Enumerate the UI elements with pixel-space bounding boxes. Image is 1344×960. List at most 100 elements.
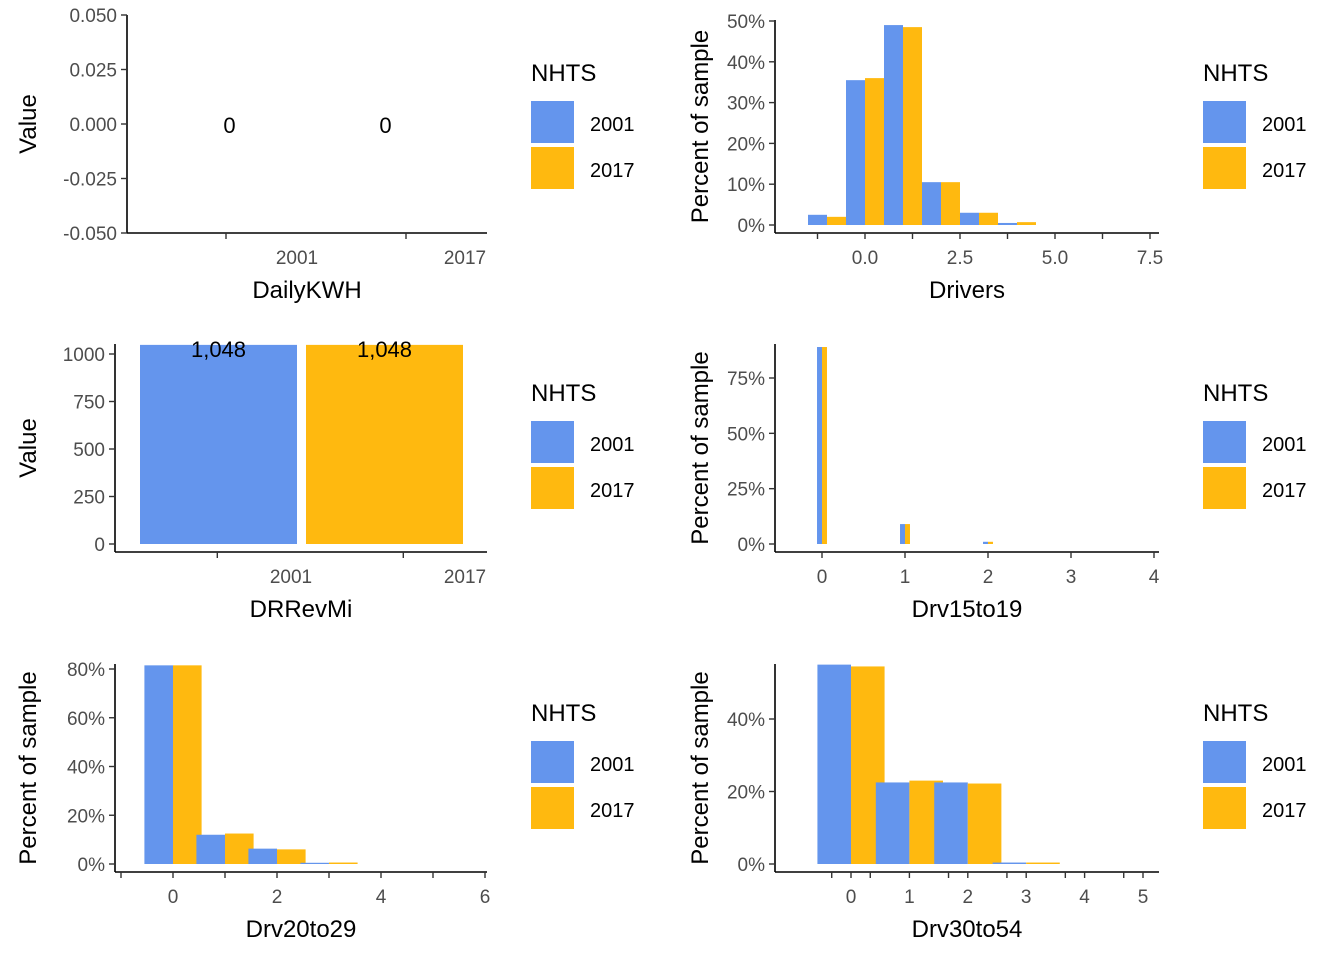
bar-2001-1 <box>875 782 910 864</box>
x-tick-label: 2017 <box>444 567 486 588</box>
legend: NHTS 2001 2017 <box>531 700 635 829</box>
bar-2001-2 <box>934 782 968 864</box>
legend-key-2017 <box>531 147 574 189</box>
data-label-2017: 0 <box>379 113 391 138</box>
bar-2001-2 <box>248 848 277 864</box>
x-tick-label: 4 <box>376 887 387 908</box>
x-axis-title: Drv15to19 <box>912 596 1023 623</box>
x-tick-label: 2 <box>963 887 974 908</box>
y-tick-label: 60% <box>67 709 105 730</box>
legend-title: NHTS <box>531 60 596 87</box>
x-tick-label: 5.0 <box>1042 248 1068 269</box>
legend-title: NHTS <box>1203 700 1268 727</box>
bar-2001 <box>140 344 297 544</box>
bar-2001-0 <box>846 80 865 225</box>
x-tick-label: 1 <box>904 887 915 908</box>
y-tick-label: 20% <box>67 806 105 827</box>
x-tick-label: 3 <box>1066 567 1077 588</box>
bar-2001-2 <box>983 541 988 544</box>
y-tick-label: 25% <box>727 480 765 501</box>
y-axis-title: Percent of sample <box>15 671 42 864</box>
legend-label-2001: 2001 <box>590 114 635 136</box>
legend: NHTS 2001 2017 <box>1203 60 1307 189</box>
bar-2001-0 <box>817 664 851 864</box>
x-tick-label: 5 <box>1138 887 1149 908</box>
legend-title: NHTS <box>1203 60 1268 87</box>
legend-label-2001: 2001 <box>590 754 635 776</box>
y-tick-label: 0.050 <box>69 6 117 27</box>
x-tick-label: 0 <box>846 887 857 908</box>
legend-label-2017: 2017 <box>1262 160 1307 182</box>
y-tick-label: 20% <box>727 783 765 804</box>
y-tick-label: 30% <box>727 94 765 115</box>
legend-key-2001 <box>531 741 574 783</box>
chart-panel-drv30to54: 0% 20% 40% 0 1 2 3 4 5 Drv30to54 Percent of sample… <box>687 664 1307 943</box>
y-tick-label: 0.025 <box>69 61 117 82</box>
legend: NHTS 2001 2017 <box>531 60 635 189</box>
y-tick-label: 50% <box>727 12 765 33</box>
legend-key-2017 <box>1203 147 1246 189</box>
legend-key-2001 <box>1203 421 1246 463</box>
bar-2001--1 <box>808 214 827 225</box>
x-tick-label: 0.0 <box>852 248 878 269</box>
legend-key-2017 <box>1203 787 1246 829</box>
legend-key-2017 <box>1203 467 1246 509</box>
x-tick-label: 3 <box>1021 887 1032 908</box>
legend-title: NHTS <box>1203 380 1268 407</box>
bar-2017-3 <box>329 862 358 864</box>
x-tick-label: 0 <box>817 567 828 588</box>
y-tick-label: 0% <box>738 855 766 876</box>
bar-2017-2 <box>988 541 993 544</box>
x-tick-label: 2 <box>272 887 283 908</box>
bar-2017-0 <box>173 665 202 864</box>
x-tick-label: 2001 <box>270 567 312 588</box>
legend-key-2001 <box>1203 741 1246 783</box>
y-tick-label: 0.000 <box>69 115 117 136</box>
y-tick-label: 40% <box>67 758 105 779</box>
legend-key-2001 <box>1203 101 1246 143</box>
x-tick-label: 2017 <box>444 248 486 269</box>
bar-2001-4 <box>998 222 1017 225</box>
legend-key-2017 <box>531 787 574 829</box>
y-tick-label: 500 <box>73 440 105 461</box>
x-axis-title: DRRevMi <box>250 596 353 623</box>
bar-2017-2 <box>941 182 960 225</box>
bar-2017-1 <box>905 524 910 544</box>
x-tick-label: 2 <box>983 567 994 588</box>
x-tick-label: 0 <box>168 887 179 908</box>
x-axis-title: DailyKWH <box>252 277 361 304</box>
y-tick-label: 75% <box>727 369 765 390</box>
y-tick-label: 250 <box>73 488 105 509</box>
y-tick-label: 0% <box>738 216 766 237</box>
bar-2017-1 <box>903 27 922 226</box>
legend: NHTS 2001 2017 <box>1203 700 1307 829</box>
bar-2001-3 <box>992 862 1027 864</box>
y-tick-label: 20% <box>727 134 765 155</box>
data-label-2001: 0 <box>223 113 235 138</box>
y-axis-title: Percent of sample <box>687 30 714 223</box>
y-tick-label: 1000 <box>63 345 105 366</box>
x-tick-label: 2001 <box>276 248 318 269</box>
y-tick-label: 0 <box>94 535 105 556</box>
chart-panel-drv15to19: 0% 25% 50% 75% 0 1 2 3 4 Drv15to19 Percent of samp… <box>687 344 1307 623</box>
legend-label-2001: 2001 <box>1262 754 1307 776</box>
y-axis-title: Percent of sample <box>687 351 714 544</box>
y-tick-label: 750 <box>73 393 105 414</box>
chart-panel-drivers: 0% 10% 20% 30% 40% 50% 0.0 2.5 5.0 7.5 Drivers Perc… <box>687 12 1307 304</box>
legend-label-2017: 2017 <box>1262 800 1307 822</box>
bar-2017 <box>306 344 463 544</box>
y-tick-label: 80% <box>67 660 105 681</box>
bar-2017-0 <box>822 347 827 544</box>
y-tick-label: 40% <box>727 710 765 731</box>
bar-2017-0 <box>865 78 884 226</box>
x-tick-label: 7.5 <box>1137 248 1163 269</box>
y-tick-label: 40% <box>727 53 765 74</box>
legend-label-2017: 2017 <box>590 480 635 502</box>
chart-panel-dailykwh: 0 0 -0.050 -0.025 0.000 0.025 0.050 2001 2017 Dai… <box>15 6 635 304</box>
y-tick-label: 10% <box>727 175 765 196</box>
y-axis-title: Percent of sample <box>687 671 714 864</box>
bar-2001-1 <box>196 834 225 864</box>
legend-label-2017: 2017 <box>590 800 635 822</box>
x-tick-label: 4 <box>1079 887 1090 908</box>
